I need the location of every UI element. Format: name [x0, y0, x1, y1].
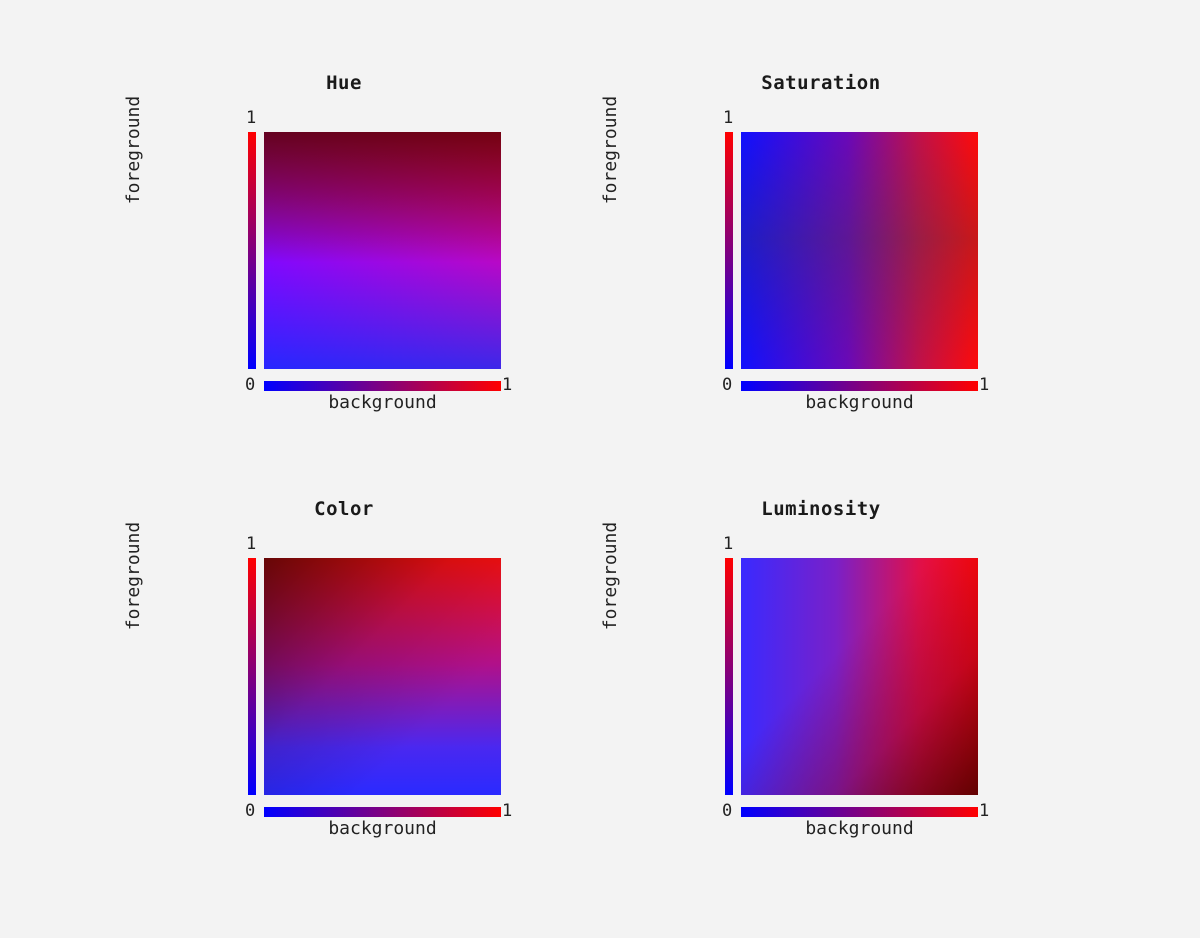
y-axis-label: foreground [600, 521, 621, 631]
background-gradient-bar [264, 807, 501, 817]
panel-title: Luminosity [761, 498, 881, 520]
y-axis-label: foreground [123, 95, 144, 205]
background-max-tick: 1 [979, 375, 990, 395]
x-axis-label: background [805, 818, 914, 839]
panel-title: Color [314, 498, 374, 520]
x-axis-label: background [328, 392, 437, 413]
x-axis-label: background [328, 818, 437, 839]
panel-title: Saturation [761, 72, 881, 94]
foreground-gradient-bar [248, 558, 256, 795]
blend-panel-hue: Hue 1 0 1 background foreground [123, 72, 512, 442]
background-max-tick: 1 [502, 375, 513, 395]
saturation-blend-square [741, 132, 978, 369]
foreground-gradient-bar [725, 132, 733, 369]
y-axis-label: foreground [123, 521, 144, 631]
origin-zero-tick: 0 [722, 801, 733, 821]
blend-panel-color: Color 1 0 1 background foreground [123, 498, 512, 868]
origin-zero-tick: 0 [245, 801, 256, 821]
background-max-tick: 1 [979, 801, 990, 821]
origin-zero-tick: 0 [722, 375, 733, 395]
background-gradient-bar [741, 807, 978, 817]
background-max-tick: 1 [502, 801, 513, 821]
background-gradient-bar [741, 381, 978, 391]
panel-title: Hue [326, 72, 362, 94]
foreground-max-tick: 1 [246, 108, 257, 128]
origin-zero-tick: 0 [245, 375, 256, 395]
luminosity-blend-square [741, 558, 978, 795]
blend-panel-saturation: Saturation 1 0 1 background foreground [600, 72, 989, 442]
foreground-gradient-bar [725, 558, 733, 795]
background-gradient-bar [264, 381, 501, 391]
blend-panel-luminosity: Luminosity 1 0 1 background foreground [600, 498, 989, 868]
hue-blend-square [264, 132, 501, 369]
foreground-gradient-bar [248, 132, 256, 369]
x-axis-label: background [805, 392, 914, 413]
y-axis-label: foreground [600, 95, 621, 205]
color-blend-square [264, 558, 501, 795]
foreground-max-tick: 1 [723, 534, 734, 554]
foreground-max-tick: 1 [723, 108, 734, 128]
foreground-max-tick: 1 [246, 534, 257, 554]
